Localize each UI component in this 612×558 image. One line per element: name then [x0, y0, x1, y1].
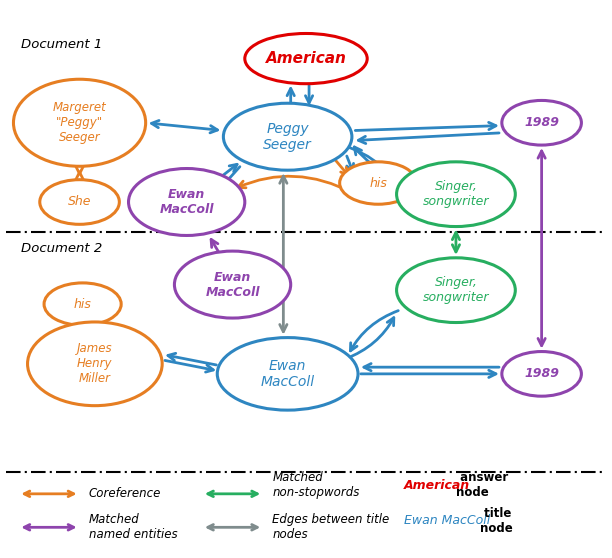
Text: 1989: 1989	[524, 367, 559, 381]
Ellipse shape	[245, 33, 367, 84]
Ellipse shape	[129, 169, 245, 235]
Text: Matched
non-stopwords: Matched non-stopwords	[272, 472, 360, 499]
Ellipse shape	[40, 180, 119, 224]
Text: answer
node: answer node	[456, 472, 508, 499]
Ellipse shape	[502, 352, 581, 396]
Text: Ewan
MacColl: Ewan MacColl	[159, 188, 214, 216]
Text: American: American	[404, 479, 470, 492]
Ellipse shape	[340, 162, 417, 204]
Text: his: his	[369, 176, 387, 190]
Ellipse shape	[174, 251, 291, 318]
Text: Margeret
"Peggy"
Seeger: Margeret "Peggy" Seeger	[53, 101, 106, 145]
Text: Document 1: Document 1	[21, 38, 103, 51]
Text: She: She	[68, 195, 91, 209]
Ellipse shape	[13, 79, 146, 166]
Ellipse shape	[28, 322, 162, 406]
Text: Ewan MacColl: Ewan MacColl	[404, 514, 490, 527]
Text: American: American	[266, 51, 346, 66]
Ellipse shape	[502, 100, 581, 145]
Ellipse shape	[44, 283, 121, 325]
Ellipse shape	[397, 162, 515, 227]
Text: Coreference: Coreference	[89, 487, 161, 501]
Ellipse shape	[397, 258, 515, 323]
Text: Edges between title
nodes: Edges between title nodes	[272, 513, 390, 541]
Text: Singer,
songwriter: Singer, songwriter	[423, 180, 489, 208]
Text: Ewan
MacColl: Ewan MacColl	[205, 271, 260, 299]
Text: James
Henry
Miller: James Henry Miller	[77, 342, 113, 386]
Text: Peggy
Seeger: Peggy Seeger	[263, 122, 312, 152]
Text: 1989: 1989	[524, 116, 559, 129]
Text: Ewan
MacColl: Ewan MacColl	[261, 359, 315, 389]
Text: Matched
named entities: Matched named entities	[89, 513, 177, 541]
Text: Singer,
songwriter: Singer, songwriter	[423, 276, 489, 304]
Ellipse shape	[217, 338, 358, 410]
Text: Document 2: Document 2	[21, 242, 103, 255]
Text: his: his	[73, 297, 92, 311]
Ellipse shape	[223, 103, 352, 170]
Text: title
node: title node	[480, 507, 513, 535]
